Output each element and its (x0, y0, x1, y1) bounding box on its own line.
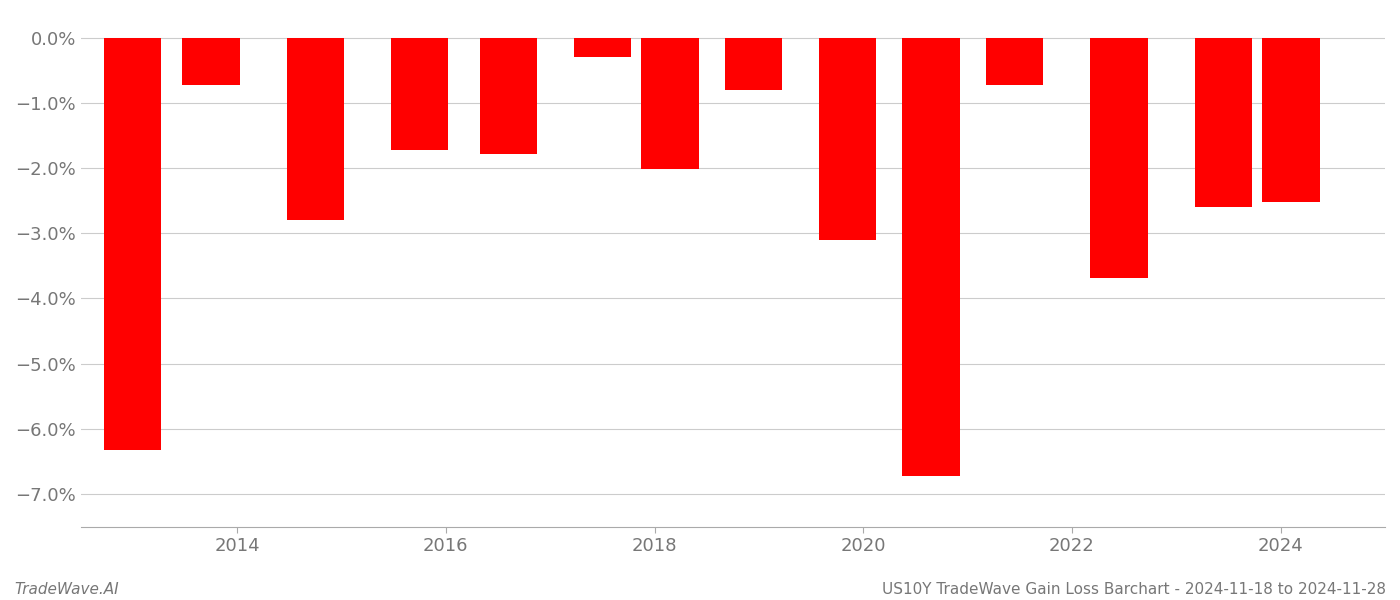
Bar (725, 38, 783, 90)
Bar (574, 38, 631, 58)
Bar (104, 38, 161, 449)
Text: US10Y TradeWave Gain Loss Barchart - 2024-11-18 to 2024-11-28: US10Y TradeWave Gain Loss Barchart - 202… (882, 582, 1386, 597)
Text: TradeWave.AI: TradeWave.AI (14, 582, 119, 597)
Bar (287, 38, 344, 220)
Bar (480, 38, 538, 154)
Bar (903, 38, 960, 476)
Bar (182, 38, 239, 85)
Bar (819, 38, 876, 240)
Bar (1263, 38, 1320, 202)
Bar (1194, 38, 1252, 207)
Bar (641, 38, 699, 169)
Bar (391, 38, 448, 150)
Bar (986, 38, 1043, 85)
Bar (1091, 38, 1148, 278)
